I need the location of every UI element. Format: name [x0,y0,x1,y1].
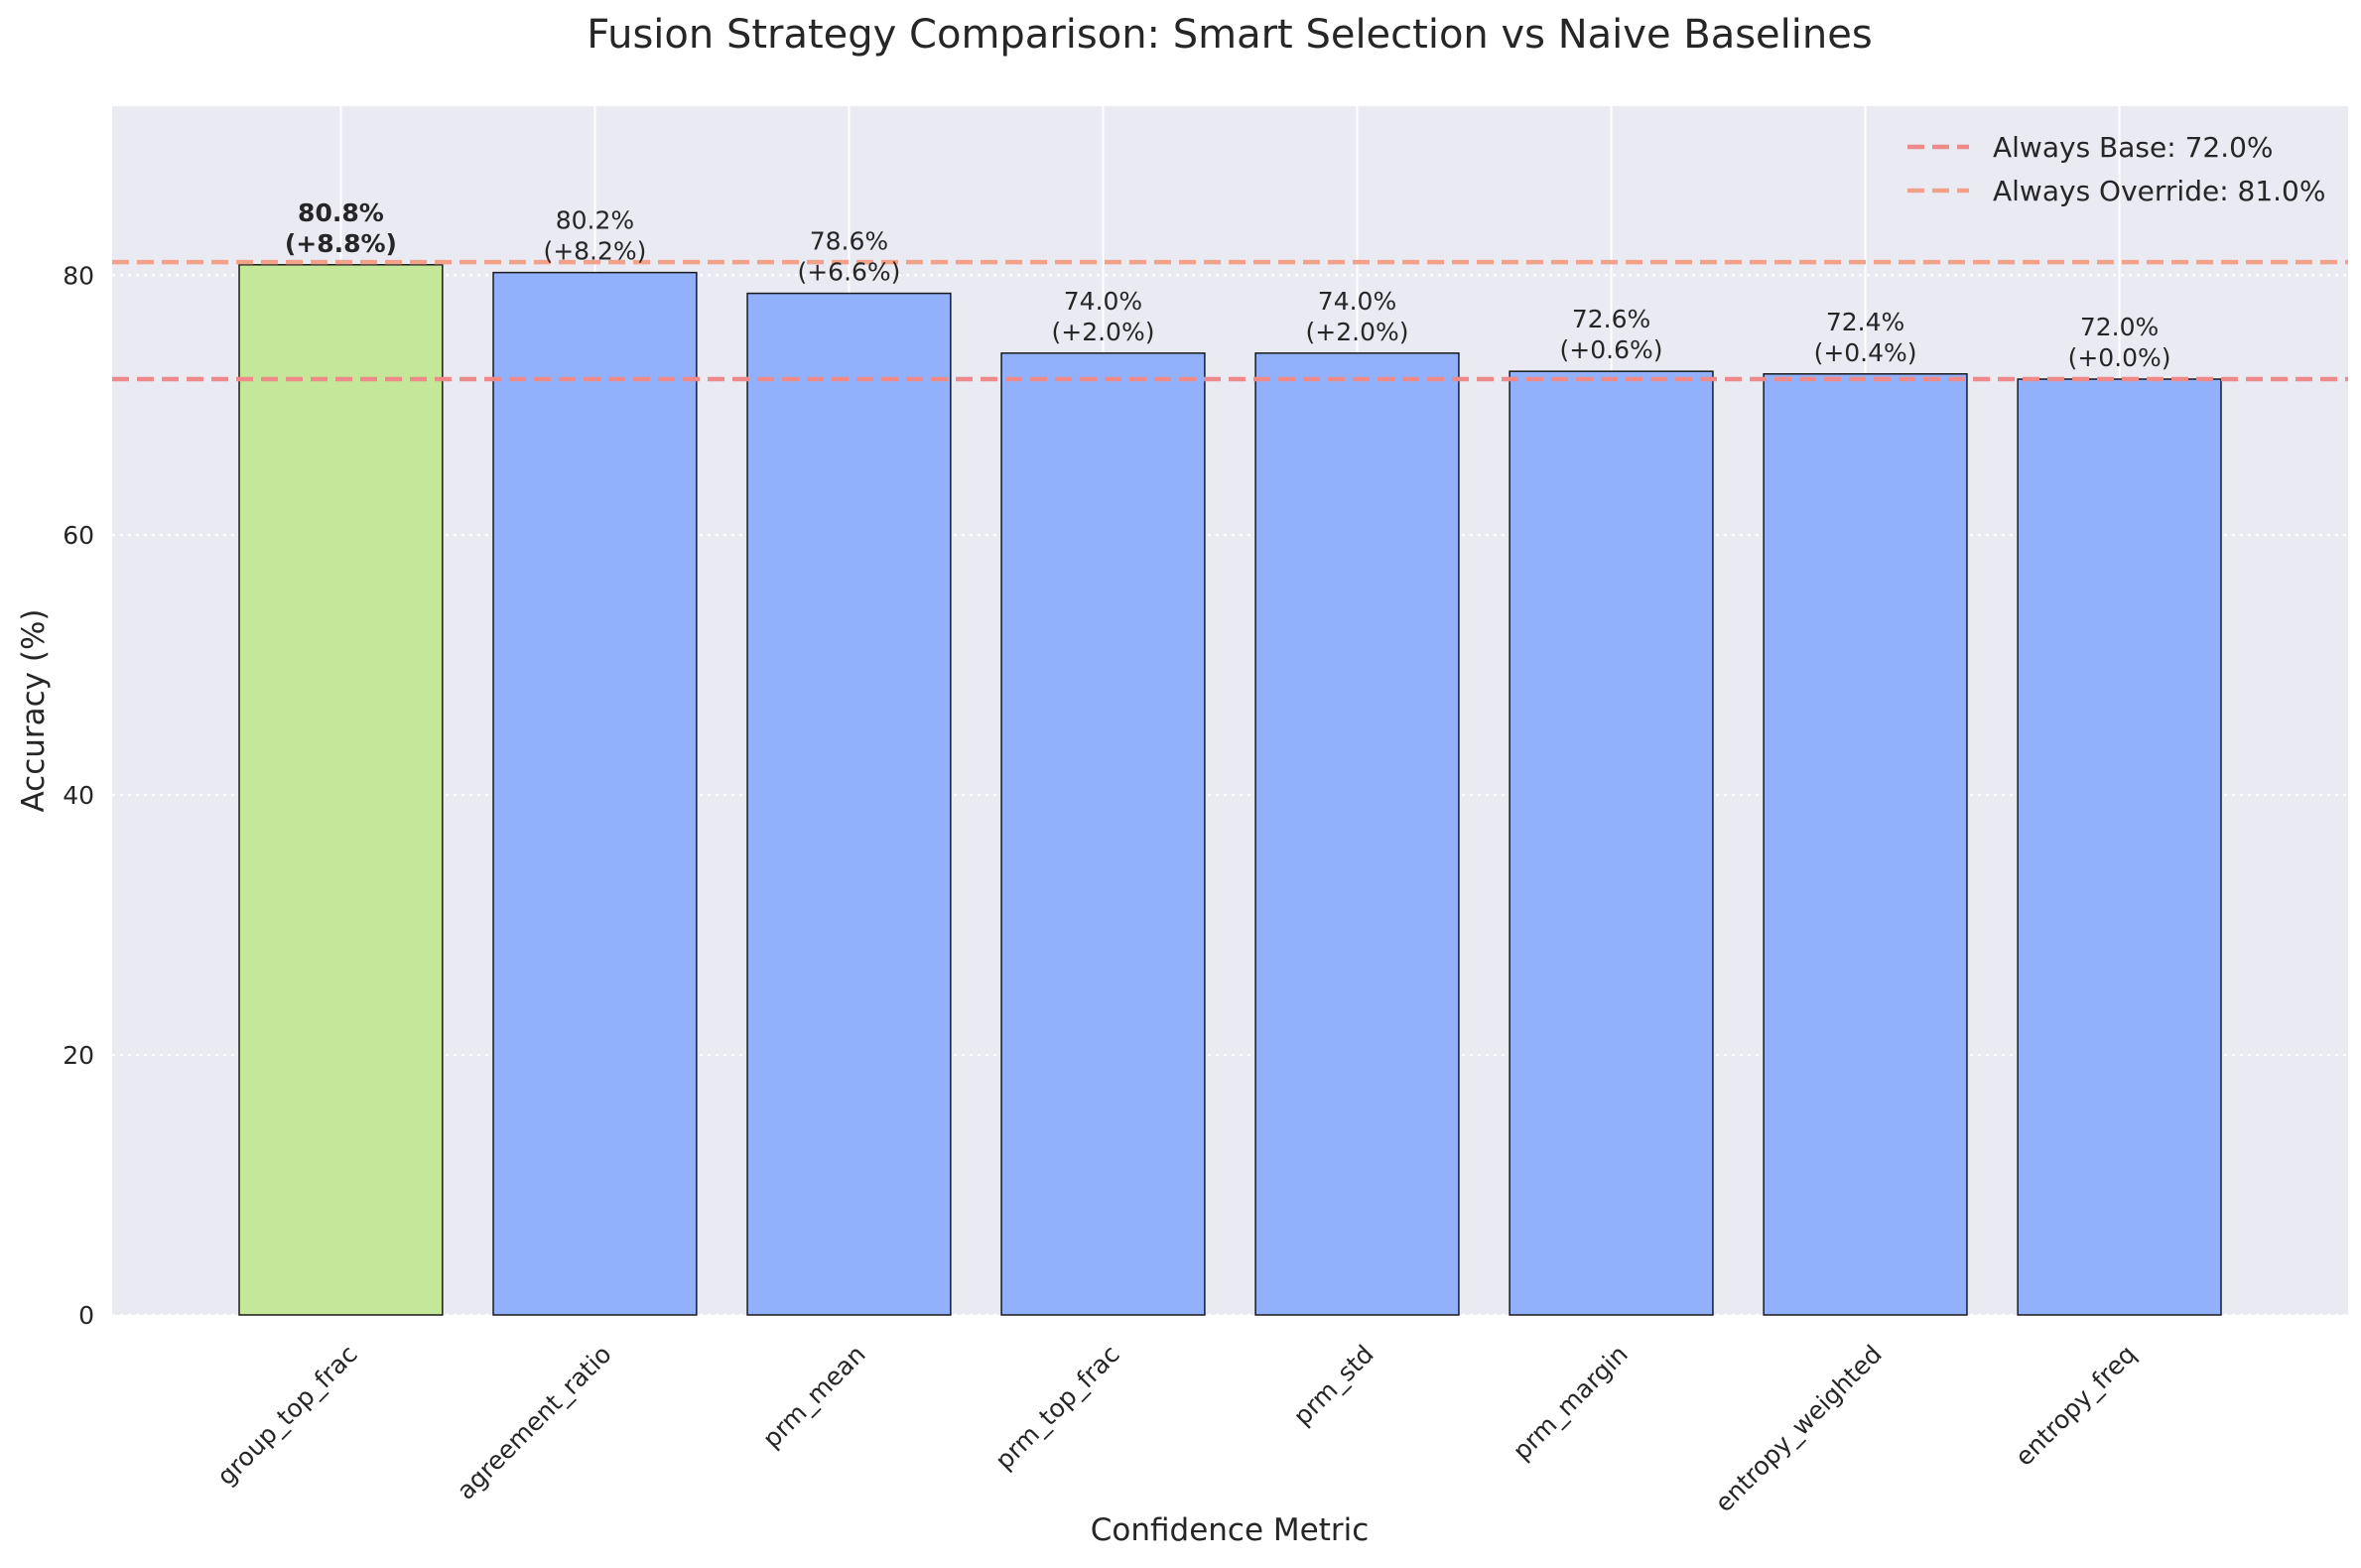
bar-value-label: 74.0% [1318,287,1396,316]
y-tick-label: 80 [63,261,94,290]
bar-agreement_ratio [492,271,698,1316]
y-tick-label: 60 [63,521,94,550]
bar-delta-label: (+0.6%) [1560,335,1663,364]
legend-label: Always Base: 72.0% [1993,131,2274,164]
x-tick-label: entropy_freq [2010,1340,2142,1472]
x-tick-label: agreement_ratio [452,1340,617,1505]
legend: Always Base: 72.0% Always Override: 81.0% [1907,131,2325,207]
bar-value-label: 78.6% [810,227,888,256]
x-tick-label: prm_top_frac [989,1340,1125,1476]
bar-labels: 80.8%(+8.8%) 80.2%(+8.2%) 78.6%(+6.6%) 74.0… [285,198,2171,372]
bars [238,264,2222,1316]
x-tick-label: group_top_frac [211,1340,363,1492]
legend-label: Always Override: 81.0% [1993,175,2325,207]
reference-lines [112,259,2348,382]
x-tick-label: prm_margin [1508,1340,1634,1466]
x-tick-label: entropy_weighted [1709,1340,1887,1517]
bar-value-label: 80.2% [556,206,634,235]
bar-delta-label: (+0.4%) [1814,338,1917,367]
x-axis: group_top_frac agreement_ratio prm_mean prm… [211,1340,2142,1517]
bar-group_top_frac [238,264,444,1316]
bar-delta-label: (+0.0%) [2068,343,2171,372]
y-tick-label: 40 [63,781,94,810]
bar-delta-label: (+8.2%) [543,237,646,266]
bar-delta-label: (+8.8%) [285,229,397,258]
bar-entropy_weighted [1763,373,1968,1316]
bar-delta-label: (+2.0%) [1306,318,1409,346]
bar-prm_margin [1508,370,1714,1316]
bar-entropy_freq [2017,378,2222,1316]
bar-delta-label: (+6.6%) [797,258,900,287]
bar-prm_top_frac [1000,352,1206,1316]
bar-value-label: 74.0% [1064,287,1142,316]
chart-title: Fusion Strategy Comparison: Smart Select… [587,12,1872,58]
x-axis-label: Confidence Metric [1091,1512,1370,1548]
x-tick-label: prm_std [1288,1340,1379,1431]
y-tick-label: 20 [63,1041,94,1070]
y-tick-label: 0 [78,1301,94,1330]
x-tick-label: prm_mean [757,1340,871,1454]
bar-prm_mean [746,292,952,1316]
bar-value-label: 72.6% [1572,305,1650,333]
bar-prm_std [1254,352,1460,1316]
plot-area [112,106,2348,1315]
bar-delta-label: (+2.0%) [1052,318,1155,346]
bar-value-label: 80.8% [298,198,384,227]
bar-value-label: 72.4% [1826,308,1904,336]
bar-value-label: 72.0% [2080,313,2159,341]
y-axis: 0 20 40 60 80 [63,261,94,1330]
y-axis-label: Accuracy (%) [16,608,52,812]
